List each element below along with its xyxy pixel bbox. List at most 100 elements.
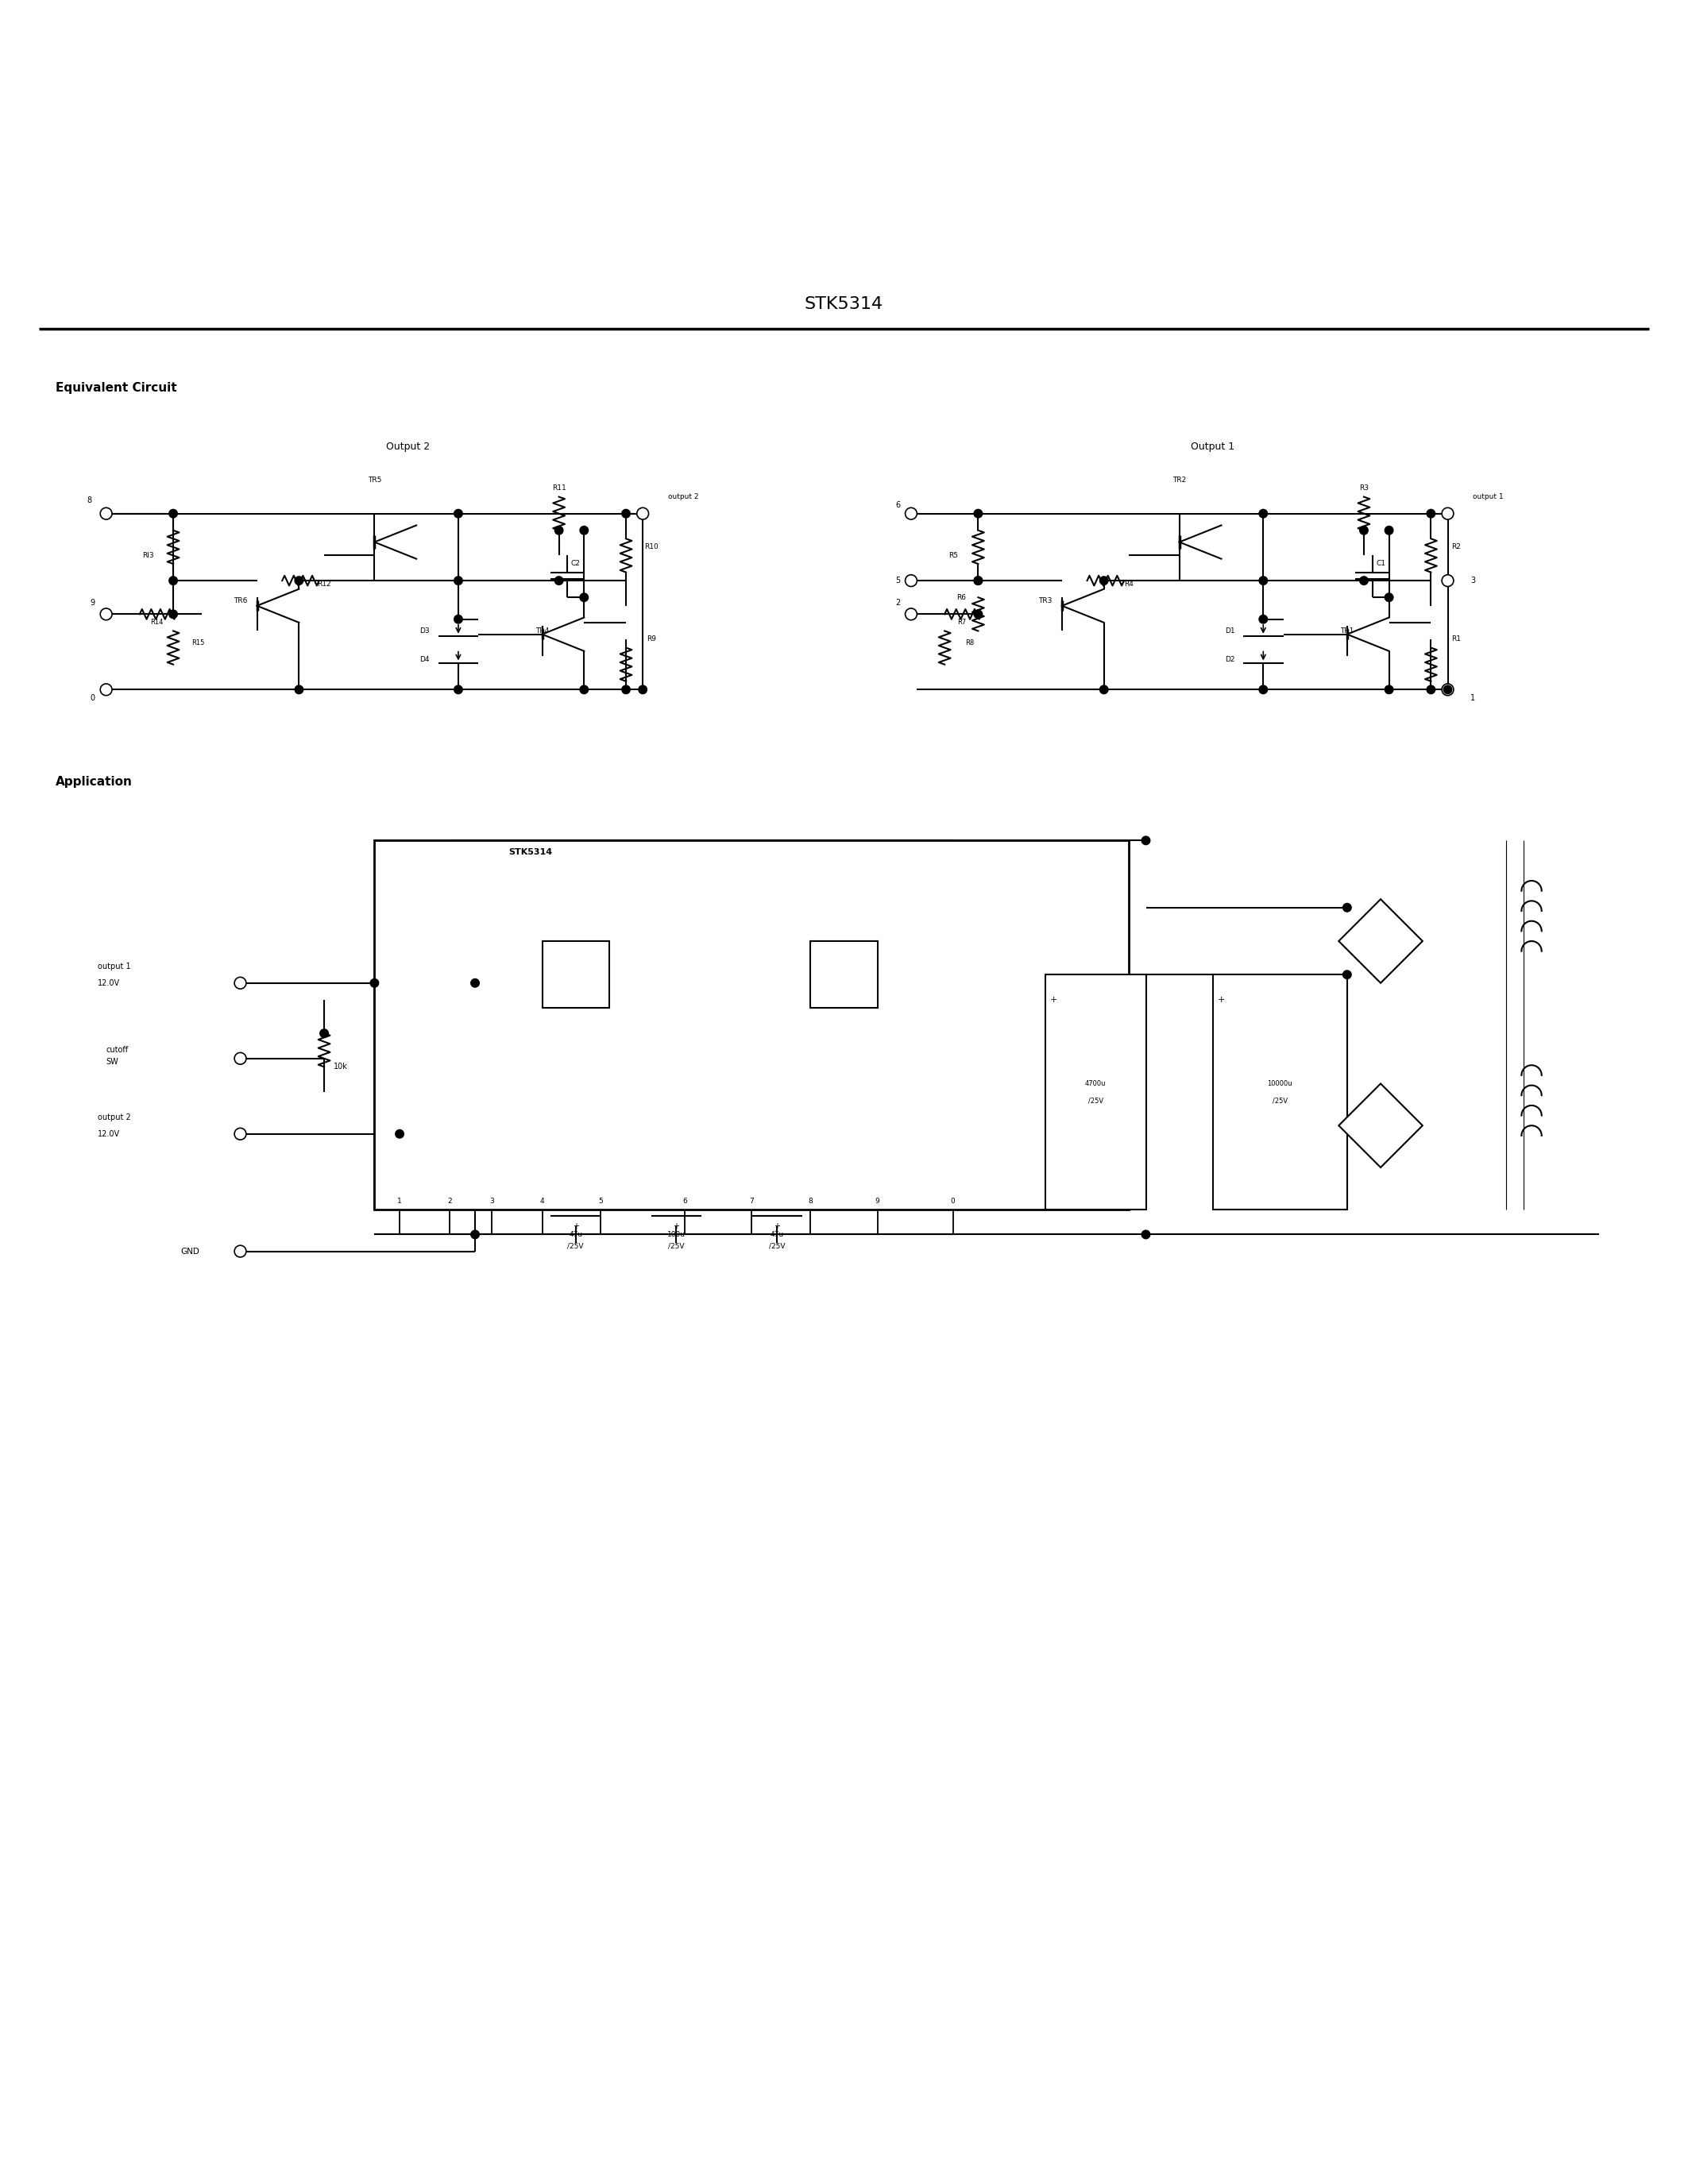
- Polygon shape: [1339, 900, 1423, 983]
- Text: 47u: 47u: [770, 1232, 783, 1238]
- Circle shape: [454, 577, 463, 585]
- Circle shape: [169, 509, 177, 518]
- Text: R1: R1: [1452, 636, 1460, 642]
- Circle shape: [454, 509, 463, 518]
- Text: 0: 0: [89, 695, 95, 701]
- Text: TR5: TR5: [368, 476, 381, 483]
- Text: STK5314: STK5314: [805, 297, 883, 312]
- Text: Output 2: Output 2: [387, 441, 430, 452]
- Text: C1: C1: [1376, 561, 1386, 568]
- Text: /25V: /25V: [768, 1243, 785, 1249]
- Text: 5: 5: [599, 1197, 603, 1206]
- Circle shape: [555, 526, 564, 535]
- Text: Output 1: Output 1: [1192, 441, 1236, 452]
- Text: 100u: 100u: [667, 1232, 685, 1238]
- Text: 4: 4: [540, 1197, 545, 1206]
- Circle shape: [471, 978, 479, 987]
- Text: R14: R14: [150, 618, 164, 627]
- Text: R5: R5: [949, 553, 957, 559]
- Circle shape: [235, 976, 246, 989]
- Circle shape: [1141, 836, 1150, 845]
- Circle shape: [235, 1129, 246, 1140]
- Circle shape: [1259, 686, 1268, 695]
- Bar: [1214, 974, 1347, 1210]
- Text: 3: 3: [1470, 577, 1475, 585]
- Text: C2: C2: [571, 561, 581, 568]
- Text: R4: R4: [1124, 581, 1134, 587]
- Circle shape: [555, 577, 564, 585]
- Circle shape: [1101, 577, 1107, 585]
- Text: output 1: output 1: [98, 963, 130, 970]
- Text: 12.0V: 12.0V: [98, 1129, 120, 1138]
- Text: 8: 8: [88, 496, 91, 505]
- Text: 8: 8: [809, 1197, 812, 1206]
- Circle shape: [1359, 577, 1367, 585]
- Circle shape: [1426, 509, 1435, 518]
- Text: 3: 3: [490, 1197, 495, 1206]
- Circle shape: [454, 616, 463, 622]
- Text: output 2: output 2: [668, 494, 699, 500]
- Circle shape: [974, 577, 982, 585]
- Circle shape: [100, 684, 111, 695]
- Text: 0: 0: [950, 1197, 955, 1206]
- Text: 7: 7: [749, 1197, 755, 1206]
- Circle shape: [581, 686, 587, 695]
- Text: +: +: [1217, 996, 1225, 1005]
- Circle shape: [636, 507, 648, 520]
- Text: +: +: [674, 1223, 680, 1230]
- Text: Application: Application: [56, 775, 133, 788]
- Text: 1: 1: [1470, 695, 1475, 701]
- Bar: [542, 941, 609, 1009]
- Circle shape: [1259, 577, 1268, 585]
- Bar: [810, 941, 878, 1009]
- Text: TR1: TR1: [1340, 627, 1354, 636]
- Text: 6: 6: [682, 1197, 687, 1206]
- Text: STK5314: STK5314: [508, 847, 552, 856]
- Text: 2: 2: [447, 1197, 452, 1206]
- Text: R8: R8: [966, 640, 974, 646]
- Text: Equivalent Circuit: Equivalent Circuit: [56, 382, 177, 393]
- Text: 10000u: 10000u: [1268, 1081, 1293, 1088]
- Circle shape: [1384, 526, 1393, 535]
- Text: /25V: /25V: [668, 1243, 684, 1249]
- Circle shape: [471, 1230, 479, 1238]
- Circle shape: [621, 509, 630, 518]
- Text: R3: R3: [1359, 485, 1369, 491]
- Circle shape: [169, 609, 177, 618]
- Text: cutoff: cutoff: [106, 1046, 128, 1055]
- Circle shape: [100, 507, 111, 520]
- Text: D4: D4: [420, 655, 430, 664]
- Circle shape: [370, 978, 378, 987]
- Text: 47u: 47u: [569, 1232, 582, 1238]
- Circle shape: [1259, 509, 1268, 518]
- Circle shape: [1359, 526, 1367, 535]
- Circle shape: [1101, 686, 1107, 695]
- Circle shape: [169, 577, 177, 585]
- Circle shape: [1442, 574, 1453, 587]
- Bar: [375, 841, 1129, 1210]
- Text: R11: R11: [552, 485, 565, 491]
- Circle shape: [1384, 594, 1393, 601]
- Text: R7: R7: [957, 618, 966, 627]
- Text: TR2: TR2: [1173, 476, 1187, 483]
- Text: 10k: 10k: [334, 1064, 348, 1070]
- Text: R2: R2: [1452, 544, 1460, 550]
- Text: 9: 9: [876, 1197, 879, 1206]
- Bar: [1045, 974, 1146, 1210]
- Text: /25V: /25V: [1089, 1096, 1104, 1103]
- Text: R6: R6: [957, 594, 966, 601]
- Text: /25V: /25V: [1273, 1096, 1288, 1103]
- Circle shape: [905, 574, 917, 587]
- Text: 6: 6: [895, 500, 900, 509]
- Text: R12: R12: [317, 581, 331, 587]
- Text: TR3: TR3: [1038, 596, 1052, 605]
- Text: D1: D1: [1225, 627, 1234, 636]
- Circle shape: [235, 1245, 246, 1258]
- Circle shape: [1344, 904, 1352, 911]
- Circle shape: [1443, 686, 1452, 695]
- Text: output 1: output 1: [1474, 494, 1504, 500]
- Text: 1: 1: [397, 1197, 402, 1206]
- Circle shape: [235, 1053, 246, 1064]
- Circle shape: [454, 686, 463, 695]
- Circle shape: [621, 686, 630, 695]
